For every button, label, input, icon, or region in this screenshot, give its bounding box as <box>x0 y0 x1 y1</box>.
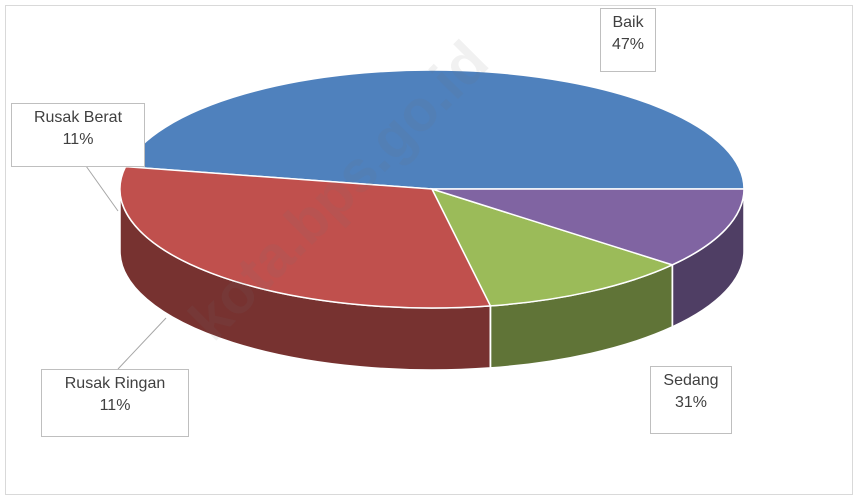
pie-slice-rusak-ringan <box>430 187 675 307</box>
callout-rusak-berat: Rusak Berat 11% <box>11 103 145 167</box>
callout-sedang: Sedang 31% <box>650 366 732 434</box>
leader-line-rusak-berat <box>85 165 119 212</box>
slice-value-sedang: 31% <box>674 394 708 411</box>
leader-line-rusak-ringan <box>117 317 167 370</box>
pie-slice-sedang <box>119 165 492 309</box>
callout-baik: Baik 47% <box>600 8 656 72</box>
slice-label-rusak-ringan: Rusak Ringan <box>64 375 166 392</box>
pie-chart <box>85 69 745 371</box>
slice-value-rusak-berat: 11% <box>62 131 94 148</box>
slice-value-baik: 47% <box>611 36 645 53</box>
chart-frame: kota.bps.go.id Baik 47% Rusak Berat 11% … <box>5 5 853 495</box>
slice-label-sedang: Sedang <box>663 372 719 389</box>
slice-label-baik: Baik <box>612 14 644 31</box>
slice-value-rusak-ringan: 11% <box>99 397 131 414</box>
pie-slice-baik <box>124 69 745 190</box>
callout-rusak-ringan: Rusak Ringan 11% <box>41 369 189 437</box>
slice-label-rusak-berat: Rusak Berat <box>33 109 123 126</box>
pie-slice-rusak-berat <box>431 188 745 266</box>
